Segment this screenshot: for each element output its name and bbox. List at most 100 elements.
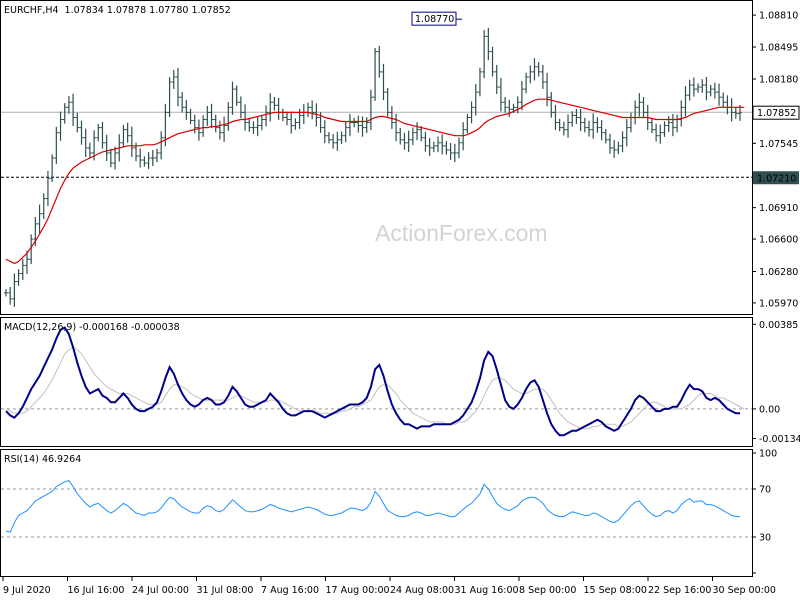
moving-average-line bbox=[5, 98, 745, 265]
ohlc-bar bbox=[356, 115, 361, 133]
ohlc-bar bbox=[264, 105, 269, 127]
ohlc-bar bbox=[620, 131, 625, 153]
x-axis-label: 15 Sep 08:00 bbox=[584, 585, 647, 596]
ohlc-bar bbox=[87, 142, 92, 159]
ohlc-bar bbox=[159, 131, 164, 160]
macd-line bbox=[5, 326, 740, 437]
x-axis-label: 24 Jul 00:00 bbox=[132, 585, 189, 596]
ohlc-bar bbox=[385, 87, 390, 117]
rsi-panel bbox=[0, 449, 753, 577]
ohlc-bar bbox=[8, 286, 13, 305]
ohlc-bar bbox=[431, 141, 436, 153]
ohlc-bar bbox=[482, 30, 487, 79]
support-price-tag bbox=[753, 171, 799, 185]
ohlc-bar bbox=[658, 124, 663, 144]
ohlc-bar bbox=[138, 148, 143, 168]
ohlc-bar bbox=[557, 118, 562, 132]
ohlc-bar bbox=[368, 89, 373, 131]
ohlc-bar bbox=[238, 96, 243, 119]
x-axis-label: 22 Sep 16:00 bbox=[648, 585, 711, 596]
ohlc-bar bbox=[402, 132, 407, 150]
rsi-tick-label: 100 bbox=[759, 449, 777, 460]
ohlc-bar bbox=[444, 141, 449, 155]
ohlc-bar bbox=[469, 101, 474, 124]
ohlc-bar bbox=[717, 83, 722, 106]
ohlc-bar bbox=[670, 113, 675, 137]
ohlc-bar bbox=[389, 106, 394, 129]
ohlc-bar bbox=[289, 111, 294, 134]
ohlc-bar bbox=[570, 111, 575, 127]
ohlc-bar bbox=[503, 96, 508, 113]
ohlc-bar bbox=[540, 64, 545, 89]
ohlc-bar bbox=[587, 120, 592, 137]
macd-panel bbox=[0, 317, 753, 447]
ohlc-bar bbox=[83, 128, 88, 157]
x-axis-label: 31 Jul 08:00 bbox=[197, 585, 254, 596]
ohlc-bar bbox=[549, 91, 554, 118]
ohlc-bar bbox=[641, 96, 646, 118]
ohlc-bar bbox=[704, 77, 709, 101]
ohlc-bar bbox=[398, 127, 403, 145]
high-label: 1.08770 bbox=[415, 14, 454, 25]
ohlc-bar bbox=[410, 127, 415, 146]
ohlc-bar bbox=[335, 131, 340, 151]
ohlc-bar bbox=[377, 45, 382, 78]
ohlc-bar bbox=[683, 86, 688, 117]
x-axis-label: 16 Jul 16:00 bbox=[68, 585, 125, 596]
ohlc-bar bbox=[532, 58, 537, 81]
ohlc-bar bbox=[394, 113, 399, 142]
ohlc-bar bbox=[222, 116, 227, 142]
ohlc-bar bbox=[293, 118, 298, 130]
price-tick-label: 1.08810 bbox=[759, 11, 798, 22]
price-tick-label: 1.06280 bbox=[759, 267, 798, 278]
ohlc-bar bbox=[553, 104, 558, 131]
ohlc-bar bbox=[129, 126, 134, 157]
ohlc-bar bbox=[180, 91, 185, 113]
ohlc-bar bbox=[213, 114, 218, 133]
ohlc-bar bbox=[184, 99, 189, 120]
ohlc-bar bbox=[150, 149, 155, 167]
ohlc-bar bbox=[20, 259, 25, 280]
rsi-panel-title: RSI(14) 46.9264 bbox=[4, 454, 81, 465]
ohlc-bar bbox=[616, 141, 621, 155]
ohlc-bar bbox=[75, 112, 80, 133]
ohlc-bar bbox=[373, 47, 378, 101]
ohlc-bar bbox=[205, 106, 210, 126]
ohlc-bar bbox=[536, 62, 541, 77]
ohlc-bar bbox=[545, 72, 550, 107]
current-price-label: 1.07852 bbox=[757, 108, 796, 119]
ohlc-bar bbox=[566, 114, 571, 138]
ohlc-bar bbox=[54, 126, 59, 164]
ohlc-bar bbox=[662, 121, 667, 137]
ohlc-bar bbox=[66, 95, 71, 114]
ohlc-bar bbox=[108, 148, 113, 168]
ohlc-bar bbox=[175, 67, 180, 107]
ohlc-bar bbox=[700, 79, 705, 93]
rsi-line bbox=[5, 480, 740, 533]
ohlc-bar bbox=[100, 121, 105, 149]
ohlc-bar bbox=[154, 148, 159, 163]
ohlc-bar bbox=[456, 137, 461, 159]
ohlc-bar bbox=[406, 130, 411, 152]
ohlc-bar bbox=[415, 122, 420, 141]
macd-tick-label: 0.00385 bbox=[759, 320, 798, 331]
axis-layer: 1.08810 1.08495 1.08180 1.07545 1.06910 1.066… bbox=[2, 11, 800, 596]
ohlc-bar bbox=[721, 92, 726, 108]
ohlc-bar bbox=[255, 117, 260, 137]
ohlc-bar bbox=[142, 156, 147, 167]
ohlc-bar bbox=[473, 84, 478, 116]
ohlc-bar bbox=[12, 273, 17, 307]
ohlc-bar bbox=[436, 136, 441, 153]
ohlc-bar bbox=[448, 142, 453, 160]
x-axis-label: 9 Jul 2020 bbox=[3, 585, 51, 596]
x-axis-label: 31 Aug 16:00 bbox=[455, 585, 519, 596]
ohlc-bar bbox=[440, 134, 445, 155]
ohlc-bar bbox=[50, 154, 55, 182]
ohlc-bar bbox=[24, 250, 29, 274]
ohlc-bar bbox=[578, 108, 583, 132]
ohlc-bar bbox=[41, 193, 46, 220]
ohlc-bar bbox=[259, 114, 264, 131]
x-axis-label: 30 Sep 00:00 bbox=[713, 585, 776, 596]
price-tick-label: 1.07545 bbox=[759, 139, 798, 150]
price-tick-label: 1.08180 bbox=[759, 74, 798, 85]
